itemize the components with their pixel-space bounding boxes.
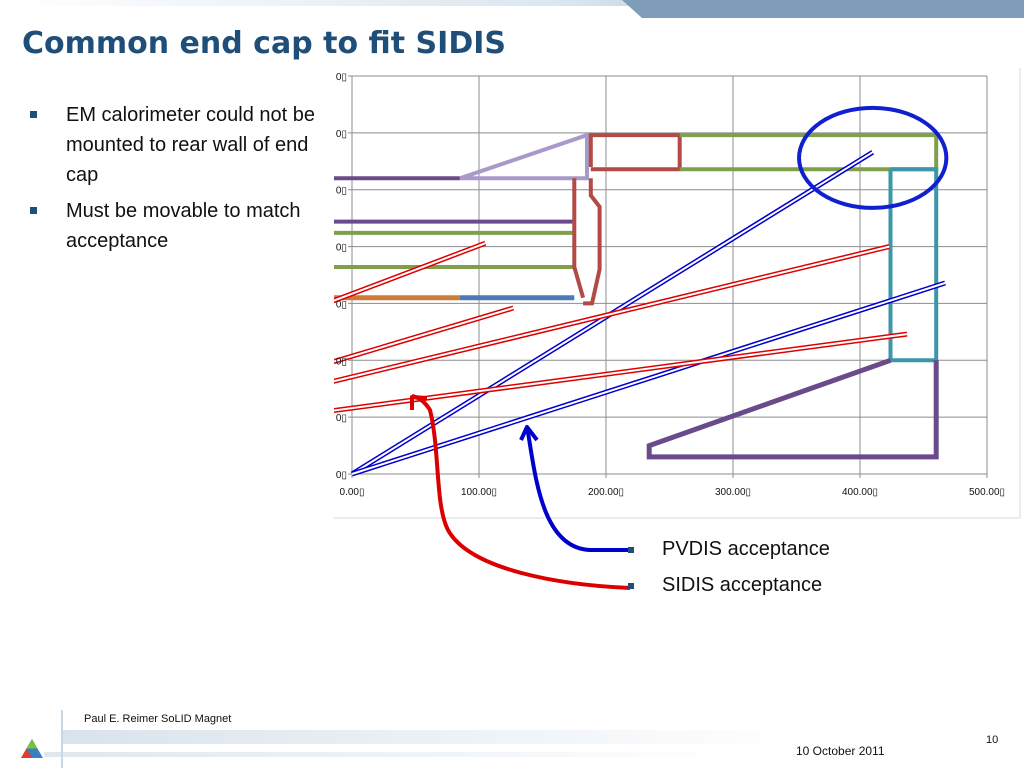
y-tick-label: 0▯ <box>336 72 347 83</box>
pvdis-arrow <box>525 426 630 552</box>
argonne-logo-icon <box>21 739 43 758</box>
geometry-outline <box>583 178 602 306</box>
acceptance-line-inner <box>334 245 890 383</box>
chart-series <box>334 132 946 477</box>
bullet-square-icon <box>30 111 37 118</box>
x-tick-label: 500.00▯ <box>969 487 1005 498</box>
geometry-outline <box>459 132 589 181</box>
sidis-arrow-head <box>410 395 428 410</box>
bullet-list: EM calorimeter could not be mounted to r… <box>30 100 320 262</box>
geometry-outline <box>679 133 939 172</box>
x-tick-label: 300.00▯ <box>715 487 751 498</box>
x-tick-label: 400.00▯ <box>842 487 878 498</box>
bullet-item: Must be movable to match acceptance <box>30 196 320 256</box>
y-tick-label: 0▯ <box>336 186 347 197</box>
acceptance-line-inner <box>334 307 514 363</box>
pvdis-arrow-head <box>519 425 539 442</box>
y-tick-label: 0▯ <box>336 470 347 481</box>
bullet-item: EM calorimeter could not be mounted to r… <box>30 100 320 190</box>
acceptance-line-inner <box>351 282 946 475</box>
y-tick-label: 0▯ <box>336 413 347 424</box>
slide-title: Common end cap to fit SIDIS <box>22 26 506 61</box>
x-tick-label: 200.00▯ <box>588 487 624 498</box>
geometry-outline <box>588 133 682 172</box>
legend-label: SIDIS acceptance <box>662 574 823 596</box>
page-number: 10 <box>986 734 999 746</box>
footer-date: 10 October 2011 <box>796 744 885 758</box>
acceptance-line-inner <box>334 242 486 302</box>
bullet-text: Must be movable to match acceptance <box>66 200 301 252</box>
bullet-square-icon <box>30 207 37 214</box>
geometry-outline <box>572 178 586 299</box>
bullet-text: EM calorimeter could not be mounted to r… <box>66 104 316 186</box>
y-tick-label: 0▯ <box>336 129 347 140</box>
x-tick-label: 0.00▯ <box>340 487 365 498</box>
geometry-outline <box>646 357 939 460</box>
y-tick-label: 0▯ <box>336 356 347 367</box>
legend-square-icon <box>628 547 634 553</box>
legend-square-icon <box>628 583 634 589</box>
y-tick-label: 0▯ <box>336 243 347 254</box>
y-tick-label: 0▯ <box>336 299 347 310</box>
x-tick-label: 100.00▯ <box>461 487 497 498</box>
top-decor-bar <box>0 0 1024 18</box>
chart-grid <box>334 68 1021 519</box>
highlight-circle <box>797 105 949 210</box>
footer-author: Paul E. Reimer SoLID Magnet <box>84 713 232 725</box>
legend-label: PVDIS acceptance <box>662 538 830 560</box>
chart-ticks: 0.00▯ 100.00▯ 200.00▯ 300.00▯ 400.00▯ 500.00▯… <box>336 72 1005 498</box>
chart-annotations <box>410 105 949 590</box>
sidis-arrow <box>411 394 631 590</box>
